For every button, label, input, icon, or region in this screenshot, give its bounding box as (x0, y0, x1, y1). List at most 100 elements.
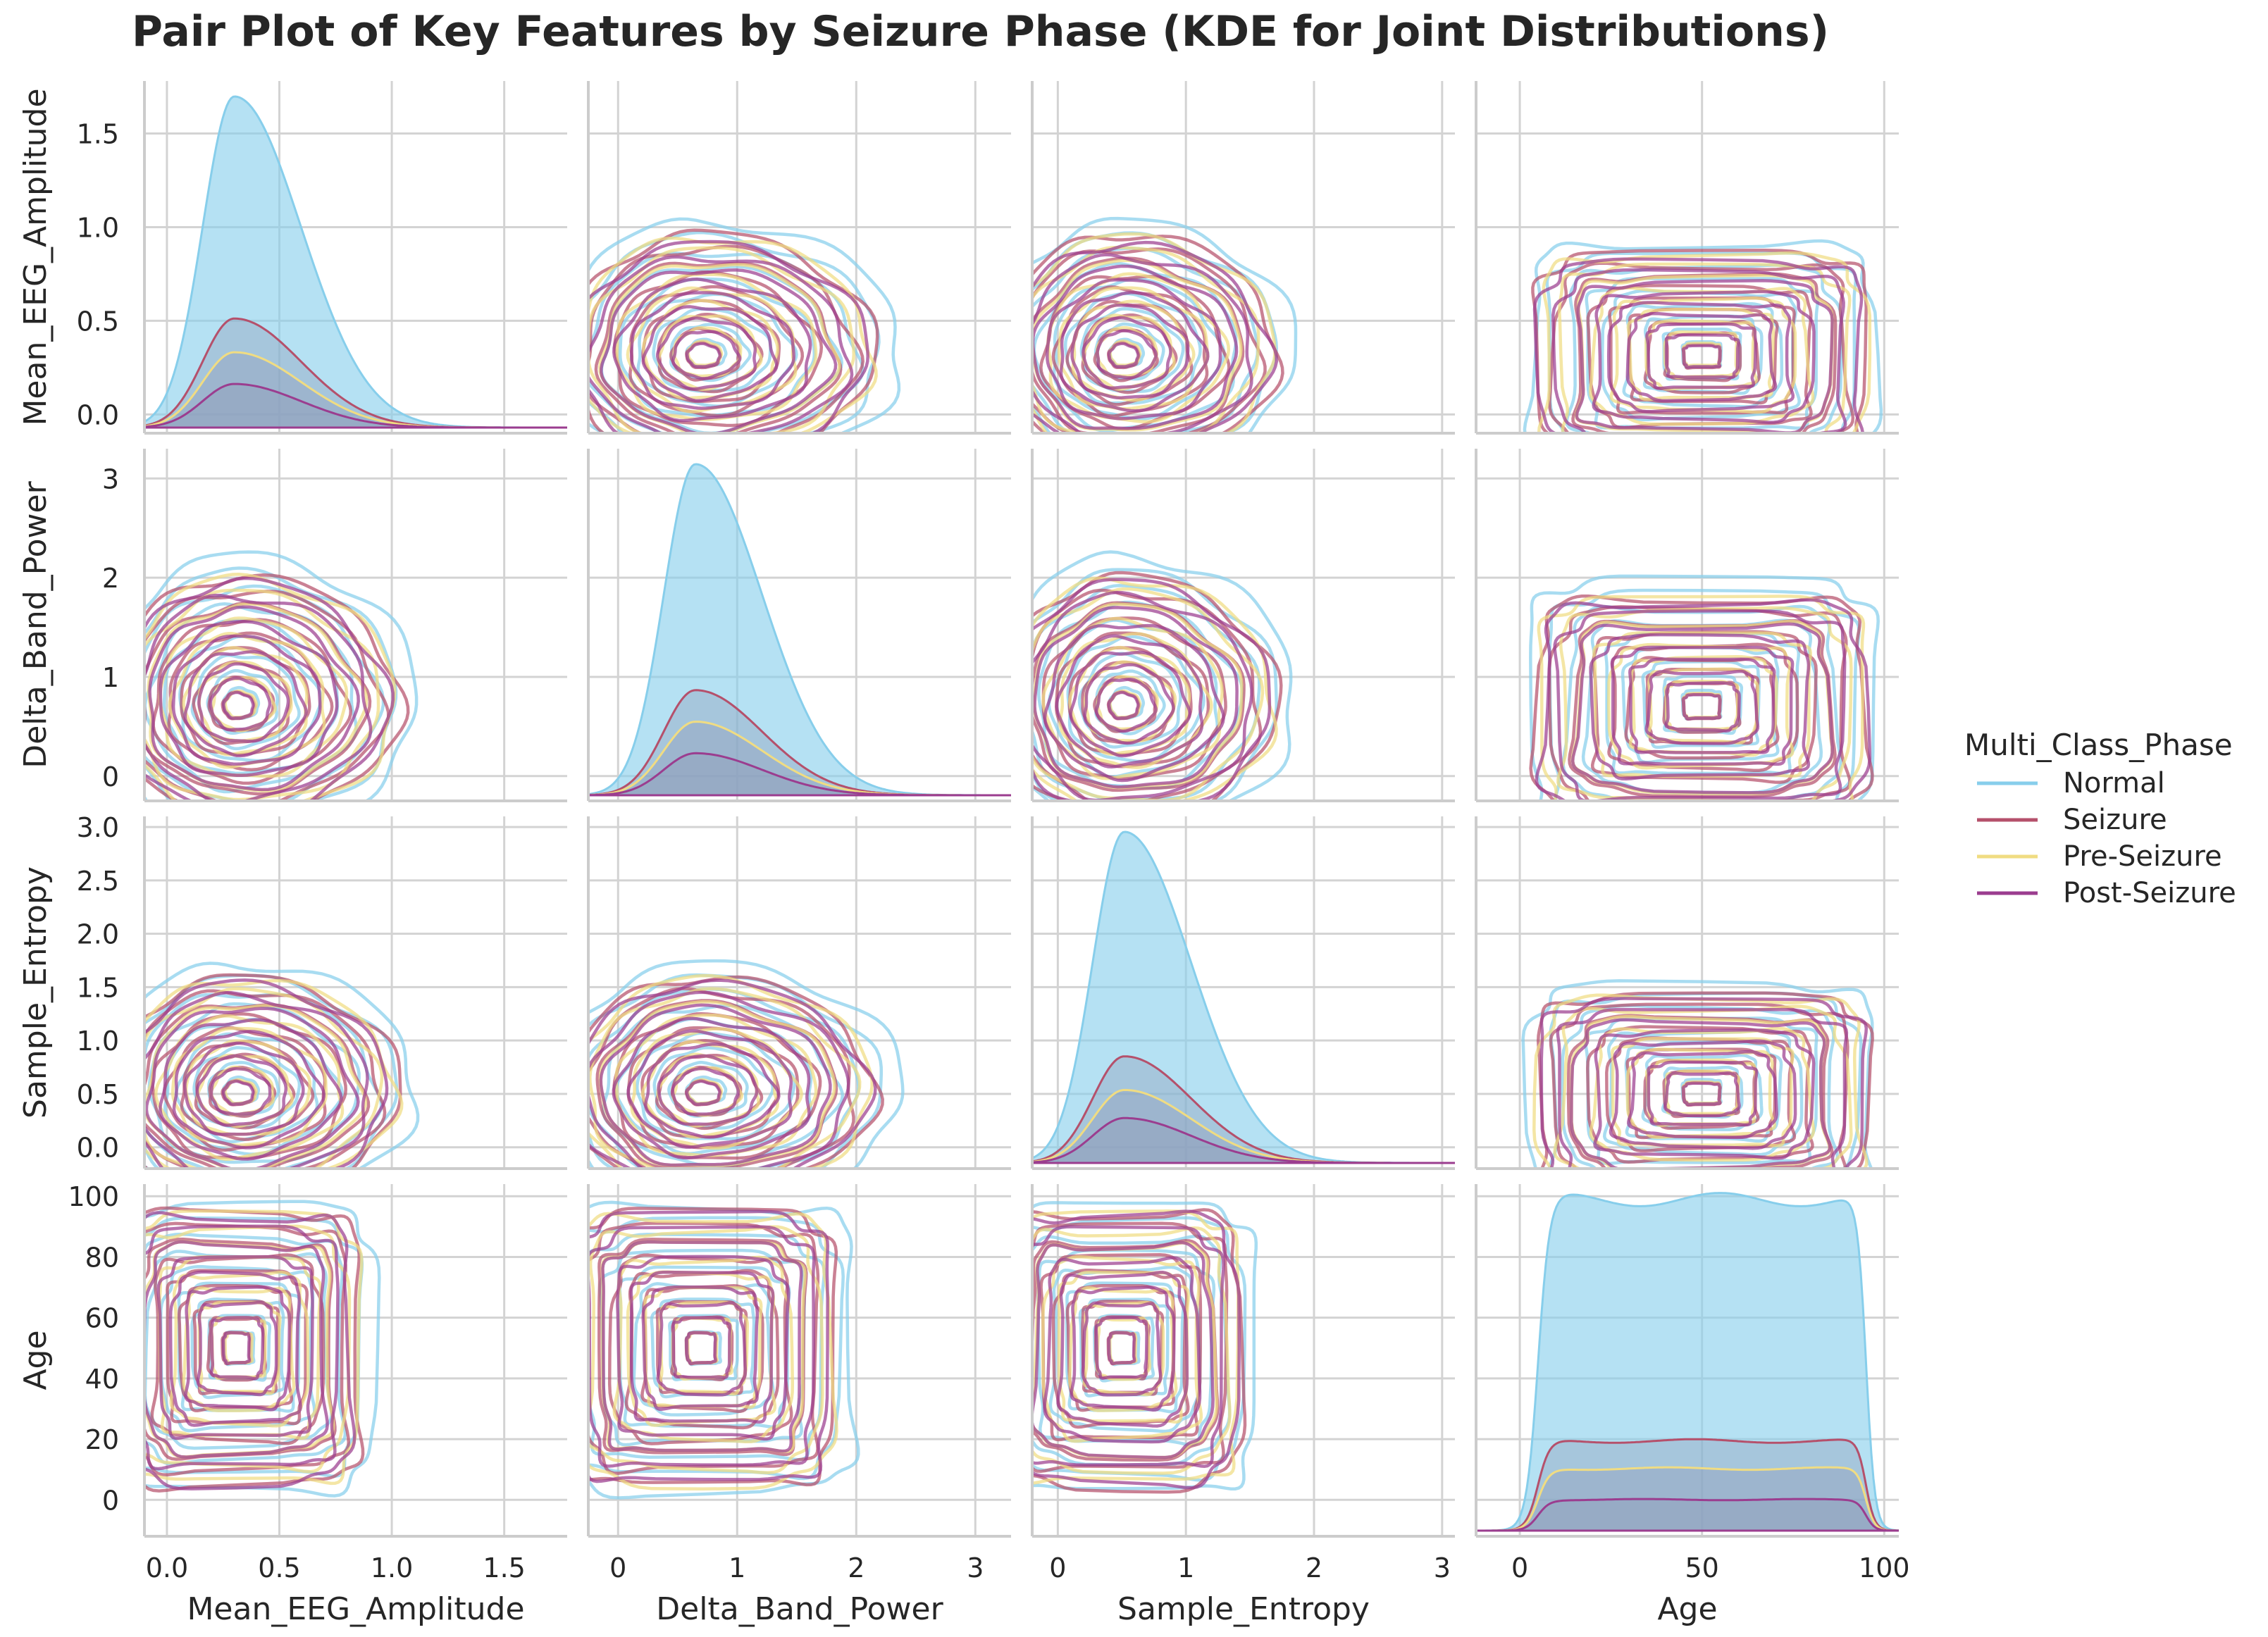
contour-Pre-Seizure (1032, 245, 1260, 433)
panel-Mean_EEG_Amplitude-vs-Mean_EEG_Amplitude: 0.0 0.5 1.0 1.5 Mean_EEG_Amplitude (18, 81, 567, 435)
contour-Post-Seizure (1032, 1209, 1241, 1490)
contour-Normal (144, 1216, 364, 1478)
contour-Pre-Seizure (1032, 576, 1278, 801)
contour-Post-Seizure (1606, 301, 1795, 413)
contour-Post-Seizure (1094, 678, 1158, 733)
contour-Seizure (144, 573, 410, 801)
contour-Normal (588, 217, 901, 433)
panel-Delta_Band_Power-vs-Age (1475, 449, 1899, 802)
contour-Seizure (1608, 296, 1796, 415)
contour-Post-Seizure (1682, 692, 1722, 721)
contour-Post-Seizure (1032, 240, 1279, 433)
panel-content (144, 1200, 381, 1498)
contour-Post-Seizure (1032, 264, 1239, 430)
contour-Post-Seizure (1107, 342, 1140, 368)
contour-Post-Seizure (144, 576, 395, 801)
panel-content (144, 550, 419, 801)
contour-Post-Seizure (144, 1224, 340, 1471)
y-tick-label: 0 (102, 1485, 119, 1516)
contour-Pre-Seizure (671, 1316, 733, 1381)
contour-Post-Seizure (1625, 311, 1778, 403)
contour-Normal (1032, 247, 1260, 433)
contour-Pre-Seizure (626, 1270, 777, 1427)
contour-Pre-Seizure (1108, 1331, 1138, 1365)
panel-content (588, 1200, 860, 1500)
contour-Seizure (207, 675, 275, 733)
panel-Sample_Entropy-vs-Age (1475, 816, 1899, 1170)
contour-Post-Seizure (1645, 322, 1757, 390)
contour-Post-Seizure (1046, 278, 1222, 421)
panel-Age-vs-Mean_EEG_Amplitude: 0 20 40 60 80 100 Age 0.0 0.5 1.0 1.5 Mean_EEG_Ampl… (18, 1181, 567, 1627)
contour-Post-Seizure (588, 990, 850, 1169)
x-axis-label: Mean_EEG_Amplitude (187, 1591, 524, 1627)
contour-Post-Seizure (1069, 650, 1191, 758)
x-tick-label: 0.5 (258, 1552, 300, 1583)
y-tick-label: 0.0 (77, 1133, 119, 1164)
contour-Pre-Seizure (1032, 1209, 1240, 1485)
contour-Pre-Seizure (686, 1331, 719, 1365)
panel-Mean_EEG_Amplitude-vs-Age (1475, 81, 1899, 435)
density-area-Post-Seizure (588, 752, 1011, 797)
contour-Post-Seizure (686, 342, 721, 368)
contour-Post-Seizure (1570, 622, 1834, 795)
contour-Post-Seizure (183, 649, 308, 758)
contour-Post-Seizure (612, 1016, 811, 1160)
y-tick-label: 0.5 (77, 1079, 119, 1110)
contour-Pre-Seizure (1095, 1317, 1152, 1381)
panel-Mean_EEG_Amplitude-vs-Sample_Entropy (1031, 81, 1455, 435)
x-tick-label: 50 (1685, 1552, 1719, 1583)
x-tick-label: 0 (1511, 1552, 1528, 1583)
contour-Pre-Seizure (598, 263, 841, 433)
y-tick-label: 40 (85, 1364, 119, 1395)
y-tick-label: 3 (102, 463, 119, 494)
contour-Post-Seizure (1055, 634, 1204, 769)
density-area-Post-Seizure (1476, 1498, 1899, 1532)
contour-Post-Seizure (1070, 303, 1190, 399)
contour-Pre-Seizure (209, 1065, 275, 1117)
contour-Pre-Seizure (588, 236, 878, 433)
contour-Post-Seizure (144, 593, 373, 801)
contour-Post-Seizure (168, 1270, 302, 1427)
panel-content (1476, 1192, 1899, 1532)
contour-Post-Seizure (1539, 997, 1869, 1169)
density-area-Normal (588, 463, 1011, 797)
panel-Age-vs-Delta_Band_Power: 0 1 2 3 Delta_Band_Power (587, 1184, 1011, 1627)
contour-Normal (1032, 216, 1298, 433)
contour-Post-Seizure (1043, 623, 1225, 783)
density-area-Post-Seizure (1032, 1116, 1455, 1164)
panel-content (588, 217, 901, 433)
y-tick-label: 1.0 (77, 1026, 119, 1057)
contour-Post-Seizure (588, 239, 869, 433)
contour-Seizure (1032, 235, 1284, 433)
contour-Post-Seizure (1107, 1331, 1136, 1365)
panel-content (1521, 979, 1874, 1169)
contour-Normal (1032, 550, 1293, 801)
contour-Post-Seizure (599, 1003, 832, 1167)
contour-Normal (1585, 277, 1820, 430)
contour-Post-Seizure (1556, 1007, 1849, 1169)
contour-Post-Seizure (1032, 253, 1253, 433)
contour-Seizure (607, 1253, 793, 1445)
panel-content (1032, 1201, 1258, 1494)
legend-label-Seizure: Seizure (2063, 804, 2167, 836)
contour-Pre-Seizure (1537, 251, 1872, 433)
contour-Post-Seizure (1032, 1240, 1215, 1459)
contour-Pre-Seizure (182, 1286, 296, 1412)
density-area-Normal (1476, 1192, 1899, 1532)
contour-Post-Seizure (630, 291, 795, 410)
contour-Post-Seizure (1589, 633, 1811, 781)
contour-Seizure (1051, 285, 1209, 418)
y-tick-label: 100 (68, 1181, 119, 1212)
contour-Post-Seizure (1663, 1071, 1741, 1118)
panel-Sample_Entropy-vs-Delta_Band_Power (587, 816, 1011, 1170)
contour-Post-Seizure (629, 1270, 775, 1424)
contour-Post-Seizure (195, 1054, 288, 1127)
contour-Post-Seizure (1647, 1060, 1759, 1127)
y-tick-label: 0.5 (77, 306, 119, 337)
contour-Post-Seizure (197, 662, 290, 743)
contour-Post-Seizure (1056, 1271, 1189, 1428)
contour-Post-Seizure (655, 316, 757, 391)
contour-Post-Seizure (1532, 257, 1864, 433)
contour-Pre-Seizure (1032, 1226, 1232, 1475)
y-tick-label: 2.0 (77, 919, 119, 950)
